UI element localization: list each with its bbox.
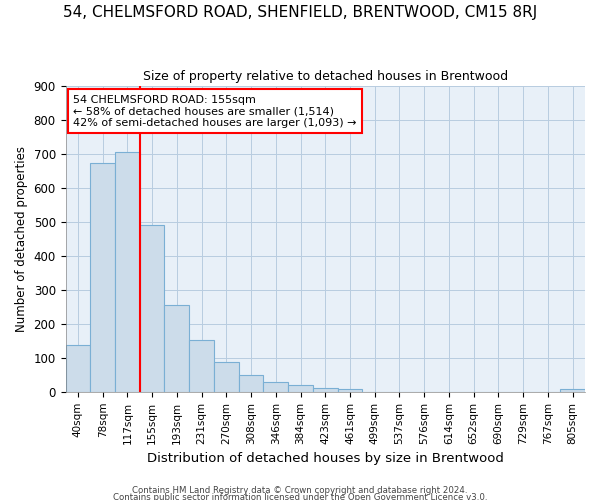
Text: 54 CHELMSFORD ROAD: 155sqm
← 58% of detached houses are smaller (1,514)
42% of s: 54 CHELMSFORD ROAD: 155sqm ← 58% of deta… [73, 94, 357, 128]
Bar [214, 362, 239, 392]
Bar [164, 305, 189, 392]
Bar [140, 225, 164, 392]
Bar [65, 345, 90, 392]
Text: Contains public sector information licensed under the Open Government Licence v3: Contains public sector information licen… [113, 494, 487, 500]
Bar [239, 375, 263, 392]
X-axis label: Distribution of detached houses by size in Brentwood: Distribution of detached houses by size … [147, 452, 504, 465]
Bar [560, 390, 585, 392]
Title: Size of property relative to detached houses in Brentwood: Size of property relative to detached ho… [143, 70, 508, 83]
Y-axis label: Number of detached properties: Number of detached properties [15, 146, 28, 332]
Text: 54, CHELMSFORD ROAD, SHENFIELD, BRENTWOOD, CM15 8RJ: 54, CHELMSFORD ROAD, SHENFIELD, BRENTWOO… [63, 5, 537, 20]
Bar [263, 382, 288, 392]
Bar [90, 163, 115, 392]
Bar [338, 389, 362, 392]
Bar [288, 385, 313, 392]
Bar [313, 388, 338, 392]
Bar [115, 152, 140, 392]
Bar [189, 340, 214, 392]
Text: Contains HM Land Registry data © Crown copyright and database right 2024.: Contains HM Land Registry data © Crown c… [132, 486, 468, 495]
